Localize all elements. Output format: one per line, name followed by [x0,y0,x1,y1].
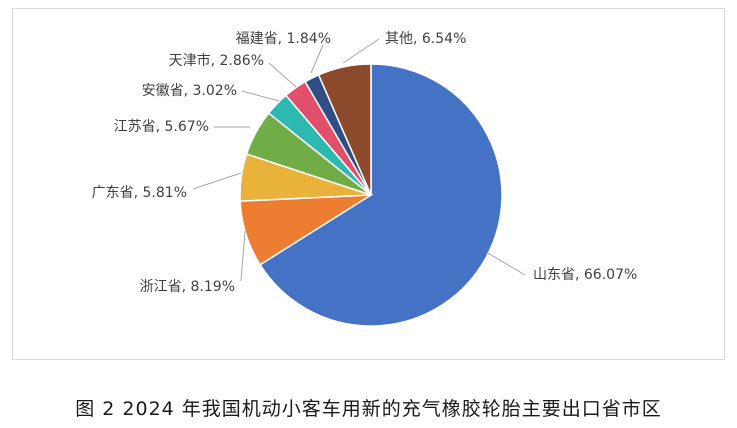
leader-line-1 [485,251,526,276]
leader-line-2 [240,230,246,282]
leader-line-3 [192,172,242,190]
leader-line-8 [342,38,380,64]
slice-label-5: 安徽省, 3.02% [142,83,237,99]
pie-slice-8 [317,63,372,196]
slice-labels: 山东省, 66.07% 浙江省, 8.19% 广东省, 5.81% 江苏省, 5.67… [92,31,638,295]
figure-caption: 图 2 2024 年我国机动小客车用新的充气橡胶轮胎主要出口省市区 [75,398,662,420]
slice-label-3: 广东省, 5.81% [92,185,187,201]
slice-label-1: 山东省, 66.07% [533,267,637,283]
leader-line-5 [241,90,280,102]
slice-label-4: 江苏省, 5.67% [114,119,209,135]
slice-label-8: 其他, 6.54% [385,31,466,47]
leader-line-7 [310,44,324,74]
slice-label-7: 福建省, 1.84% [236,31,331,47]
chart-frame: 山东省, 66.07% 浙江省, 8.19% 广东省, 5.81% 江苏省, 5.67… [12,8,725,360]
pie-slice-1 [259,63,503,327]
leader-lines [192,38,526,282]
pie-chart: 山东省, 66.07% 浙江省, 8.19% 广东省, 5.81% 江苏省, 5.67… [92,31,638,327]
slice-label-2: 浙江省, 8.19% [140,279,235,295]
pie-slices [239,63,503,327]
leader-line-6 [268,62,297,88]
slice-label-6: 天津市, 2.86% [169,52,264,69]
